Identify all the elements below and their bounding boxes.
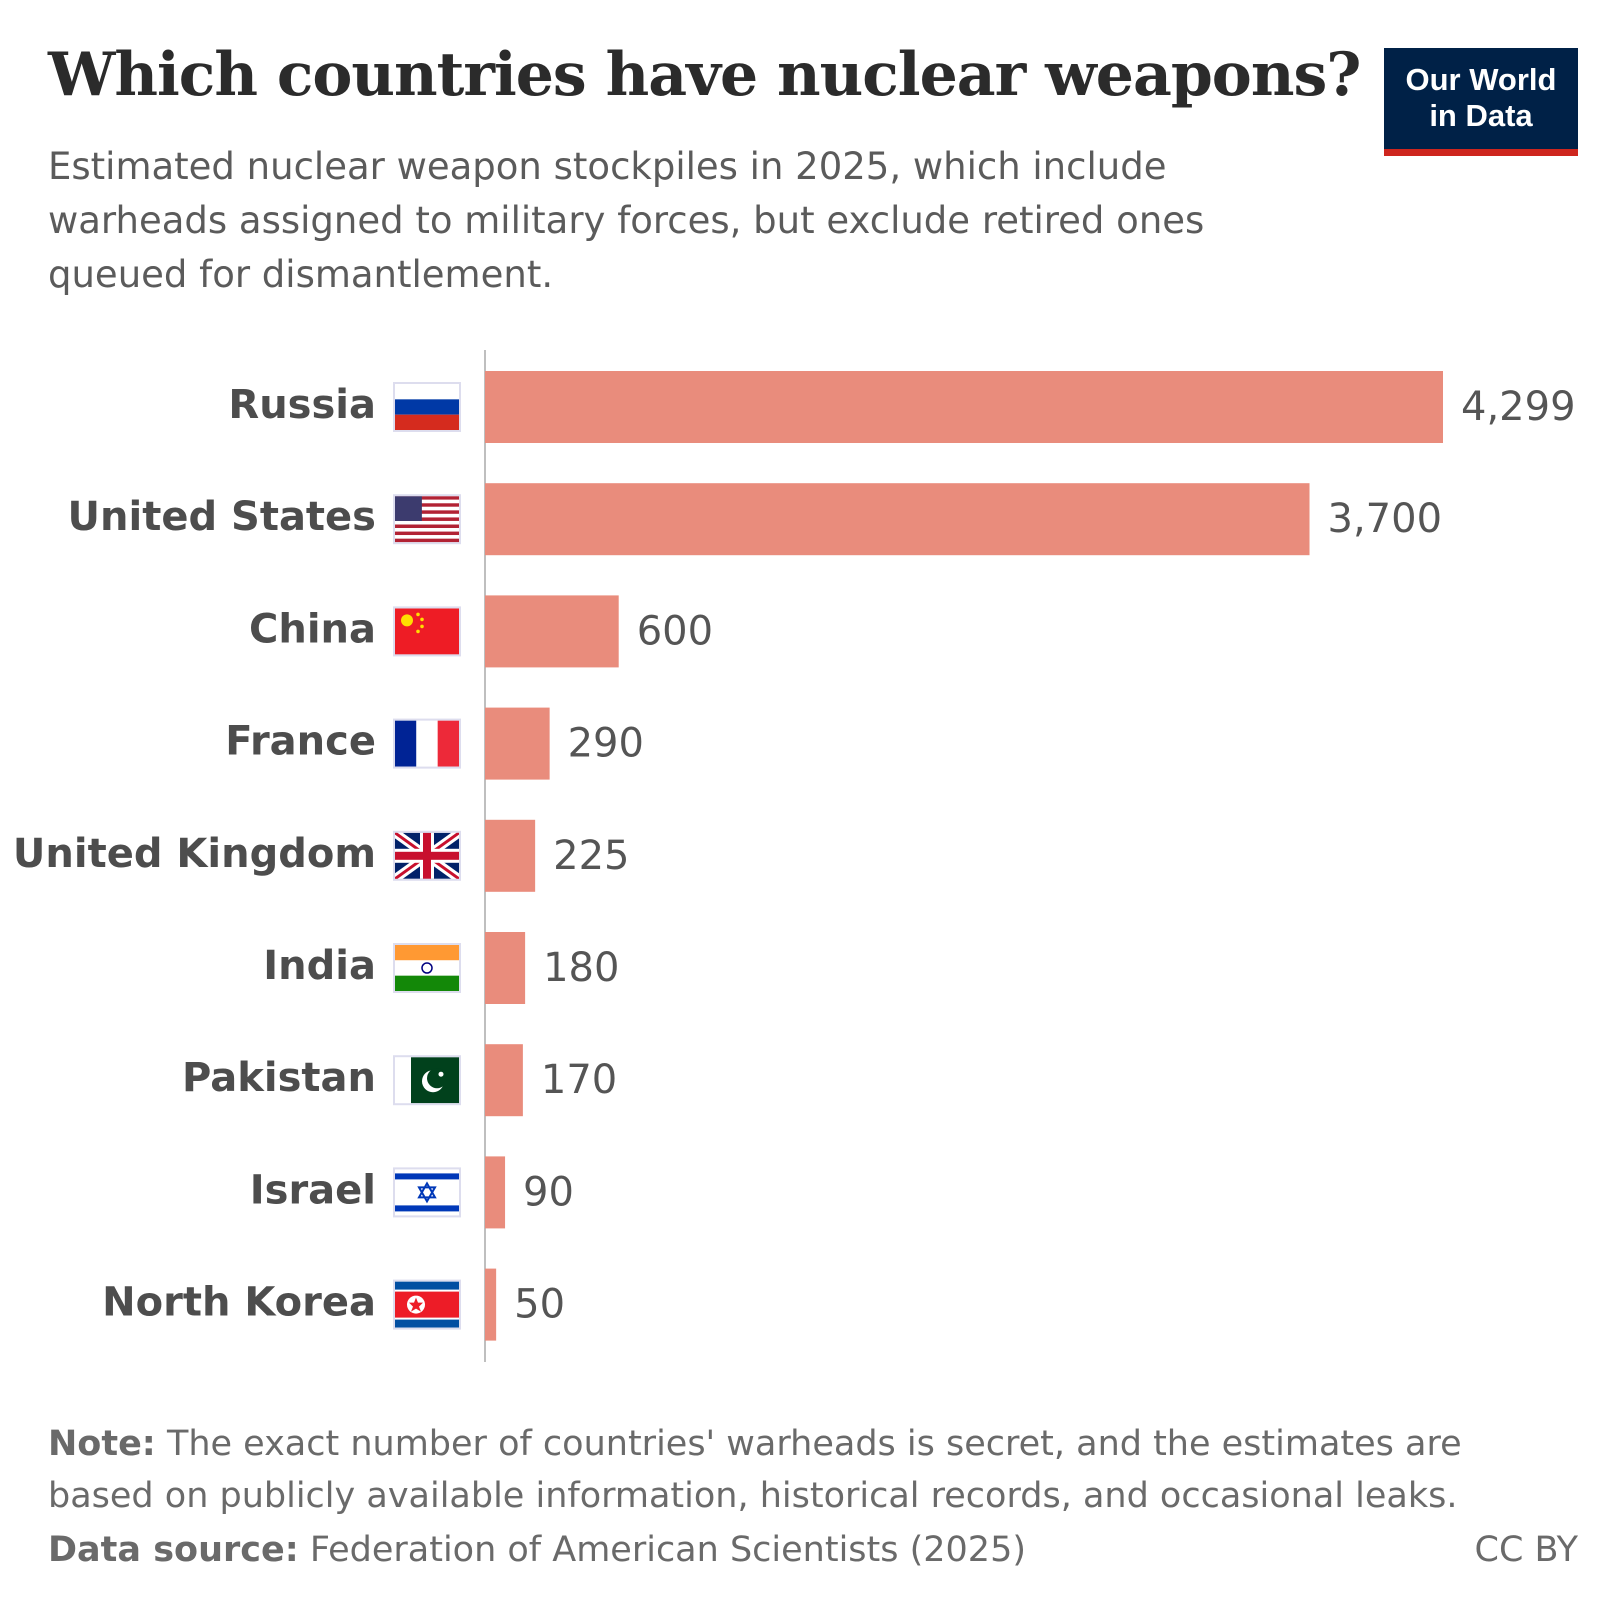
- value-label: 600: [637, 608, 713, 654]
- flag: [393, 494, 461, 545]
- flag: [393, 1279, 461, 1330]
- flag-part: [416, 629, 420, 634]
- chart-subtitle: Estimated nuclear weapon stockpiles in 2…: [48, 145, 1205, 296]
- flag-part: [395, 851, 459, 860]
- value-label: 50: [514, 1282, 565, 1328]
- flag-border: [393, 382, 461, 432]
- bar: [485, 371, 1443, 443]
- bar: [485, 1268, 497, 1341]
- flag: [393, 943, 461, 993]
- flag-part: [395, 510, 459, 514]
- flag-part: [421, 962, 433, 974]
- y-tick-label: France: [225, 719, 376, 765]
- flag-part: [395, 720, 417, 767]
- logo-text: in Data: [1429, 98, 1533, 133]
- note: Note: The exact number of countries' war…: [48, 1418, 1578, 1522]
- bar: [485, 932, 526, 1004]
- flag-part: [395, 531, 459, 536]
- flag-part: [437, 720, 459, 767]
- flag-part: [395, 496, 422, 521]
- y-tick-label: North Korea: [102, 1280, 376, 1326]
- flag-part: [395, 399, 459, 415]
- flag-border: [393, 494, 461, 545]
- flag-part: [395, 503, 459, 507]
- flag-part: [395, 414, 459, 430]
- note-label: Note:: [48, 1424, 156, 1464]
- flag-part: [395, 975, 459, 991]
- flag-part: [395, 513, 459, 518]
- flag: [392, 829, 462, 883]
- flag: [393, 1055, 461, 1106]
- flag: [393, 382, 461, 432]
- y-tick-label: India: [263, 943, 376, 989]
- logo[interactable]: Our World in Data: [1384, 48, 1578, 156]
- bar: [485, 595, 619, 668]
- flag: [393, 718, 461, 769]
- flag-part: [395, 535, 459, 539]
- flag-border: [393, 1167, 461, 1218]
- flag-border: [393, 943, 461, 993]
- flag-part: [420, 617, 424, 622]
- note-text: The exact number of countries' warheads …: [48, 1424, 1462, 1516]
- flag-border: [393, 830, 461, 881]
- license: CC BY: [1474, 1530, 1578, 1570]
- flag-part: [395, 1205, 459, 1212]
- flag-part: [395, 945, 459, 961]
- flag-border: [393, 1279, 461, 1330]
- flag: [393, 1167, 461, 1218]
- flag-part: [395, 1173, 459, 1180]
- y-tick-label: Russia: [228, 382, 376, 428]
- flag-part: [395, 1291, 459, 1318]
- flag-part: [395, 384, 459, 400]
- flag-part: [395, 517, 459, 521]
- flag-part: [417, 1181, 437, 1204]
- flag-part: [395, 499, 459, 504]
- source: Data source: Federation of American Scie…: [48, 1530, 1578, 1570]
- value-label: 170: [541, 1057, 617, 1103]
- y-tick-label: Pakistan: [182, 1055, 376, 1101]
- bar: [485, 707, 550, 780]
- source-text: Federation of American Scientists (2025): [309, 1530, 1026, 1570]
- flag-part: [416, 720, 438, 767]
- y-tick-label: United Kingdom: [13, 831, 376, 877]
- flag-part: [395, 496, 459, 500]
- flag-part: [395, 524, 459, 529]
- flag-border: [393, 606, 461, 657]
- flag-border: [393, 1055, 461, 1106]
- flag: [393, 606, 461, 657]
- bar: [485, 1044, 523, 1117]
- chart-title: Which countries have nuclear weapons?: [48, 40, 1361, 110]
- flag-part: [395, 960, 459, 976]
- bar: [485, 483, 1310, 556]
- flag-part: [395, 538, 459, 543]
- flag-part: [395, 506, 459, 511]
- y-tick-label: United States: [68, 494, 376, 540]
- value-label: 225: [553, 833, 629, 879]
- flag-part: [401, 614, 413, 627]
- bar: [485, 1156, 506, 1229]
- value-label: 3,700: [1328, 496, 1443, 542]
- value-label: 180: [543, 945, 619, 991]
- flag-part: [395, 520, 459, 525]
- logo-text: Our World: [1405, 62, 1557, 97]
- flag-part: [409, 1297, 423, 1312]
- flag-part: [427, 1068, 447, 1089]
- value-label: 290: [568, 721, 644, 767]
- flag-border: [393, 718, 461, 769]
- flag-part: [416, 612, 420, 617]
- value-label: 4,299: [1461, 384, 1576, 430]
- flag-part: [438, 1071, 444, 1077]
- chart: Russia 4,299 United States 3,700 China 600 Fra…: [13, 350, 1576, 1362]
- source-label: Data source:: [48, 1530, 299, 1570]
- y-tick-label: China: [249, 606, 376, 652]
- y-tick-label: Israel: [250, 1167, 376, 1213]
- bar: [485, 819, 536, 892]
- value-label: 90: [523, 1169, 574, 1215]
- flag-part: [395, 528, 459, 532]
- flag-part: [420, 624, 424, 629]
